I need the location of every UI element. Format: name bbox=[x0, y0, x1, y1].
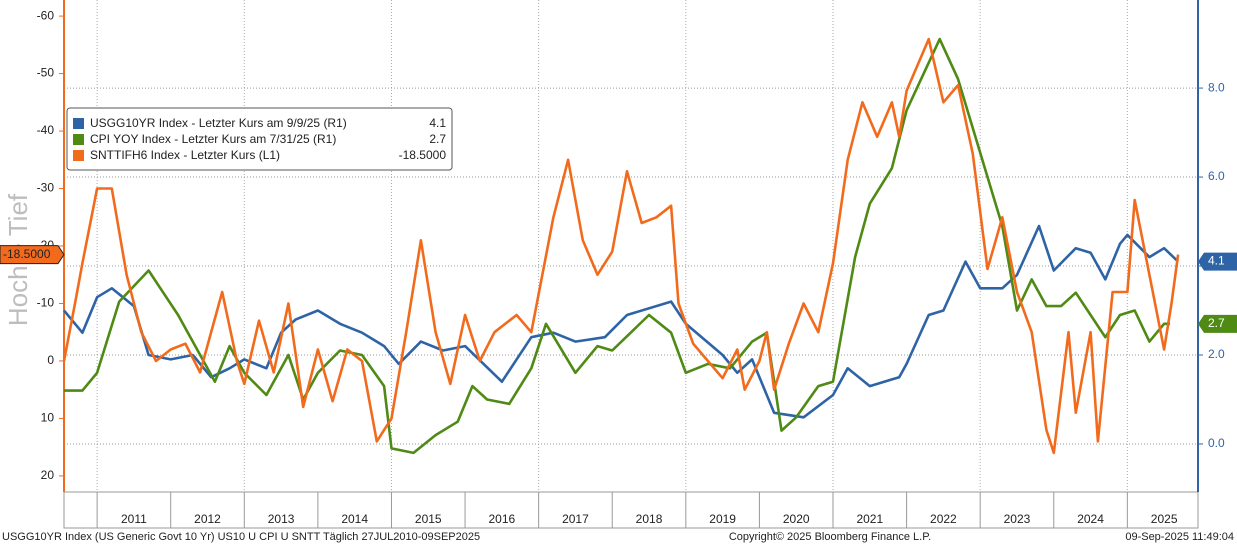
x-tick-label: 2014 bbox=[341, 512, 368, 526]
legend-swatch bbox=[73, 134, 84, 145]
y-tick-label: 10 bbox=[41, 411, 55, 425]
x-tick-label: 2020 bbox=[783, 512, 810, 526]
footer-center: Copyright© 2025 Bloomberg Finance L.P. bbox=[729, 531, 931, 543]
x-axis-strip bbox=[63, 491, 1199, 529]
y2-tick-label: 0.0 bbox=[1208, 436, 1225, 450]
legend-label: USGG10YR Index - Letzter Kurs am 9/9/25 … bbox=[90, 116, 347, 130]
x-tick-label: 2019 bbox=[709, 512, 736, 526]
x-tick-label: 2011 bbox=[121, 512, 147, 526]
x-tick-label: 2012 bbox=[194, 512, 221, 526]
footer-left: USGG10YR Index (US Generic Govt 10 Yr) U… bbox=[2, 531, 480, 543]
legend-label: SNTTIFH6 Index - Letzter Kurs (L1) bbox=[90, 148, 280, 162]
x-tick-label: 2013 bbox=[268, 512, 295, 526]
legend-label: CPI YOY Index - Letzter Kurs am 7/31/25 … bbox=[90, 132, 336, 146]
y-tick-label: -60 bbox=[37, 8, 55, 22]
y-tick-label: 0 bbox=[47, 353, 54, 367]
y-tick-label: 20 bbox=[41, 468, 55, 482]
x-tick-label: 2018 bbox=[636, 512, 663, 526]
last-value-badge bbox=[1198, 252, 1237, 271]
last-value-label: 4.1 bbox=[1208, 254, 1225, 268]
x-tick-label: 2015 bbox=[415, 512, 442, 526]
y-tick-label: -40 bbox=[37, 123, 55, 137]
footer-right: 09-Sep-2025 11:49:04 bbox=[1125, 531, 1234, 543]
last-value-label: 2.7 bbox=[1208, 316, 1225, 330]
series-line bbox=[62, 224, 1179, 419]
legend-swatch bbox=[73, 118, 84, 129]
x-tick-label: 2017 bbox=[562, 512, 589, 526]
series-line bbox=[62, 37, 1180, 455]
last-value-badge bbox=[1198, 314, 1237, 333]
last-value-label: -18.5000 bbox=[3, 247, 51, 261]
x-tick-label: 2021 bbox=[856, 512, 883, 526]
last-value-badge bbox=[0, 245, 65, 265]
y2-tick-label: 2.0 bbox=[1208, 347, 1225, 361]
y2-tick-label: 6.0 bbox=[1208, 169, 1225, 183]
y2-tick-label: 8.0 bbox=[1208, 80, 1225, 94]
y-tick-label: -50 bbox=[37, 66, 55, 80]
x-tick-label: 2025 bbox=[1151, 512, 1178, 526]
y-tick-label: -30 bbox=[37, 181, 55, 195]
legend-box bbox=[66, 107, 453, 171]
legend: USGG10YR Index - Letzter Kurs am 9/9/25 … bbox=[66, 107, 453, 171]
x-tick-label: 2022 bbox=[930, 512, 957, 526]
x-tick-label: 2016 bbox=[489, 512, 516, 526]
legend-swatch bbox=[73, 150, 84, 161]
y-tick-label: -10 bbox=[37, 296, 55, 310]
legend-value: 4.1 bbox=[429, 116, 446, 130]
x-tick-label: 2024 bbox=[1077, 512, 1104, 526]
legend-value: -18.5000 bbox=[399, 148, 447, 162]
series-line bbox=[64, 37, 1170, 455]
legend-value: 2.7 bbox=[429, 132, 446, 146]
x-tick-label: 2023 bbox=[1004, 512, 1031, 526]
